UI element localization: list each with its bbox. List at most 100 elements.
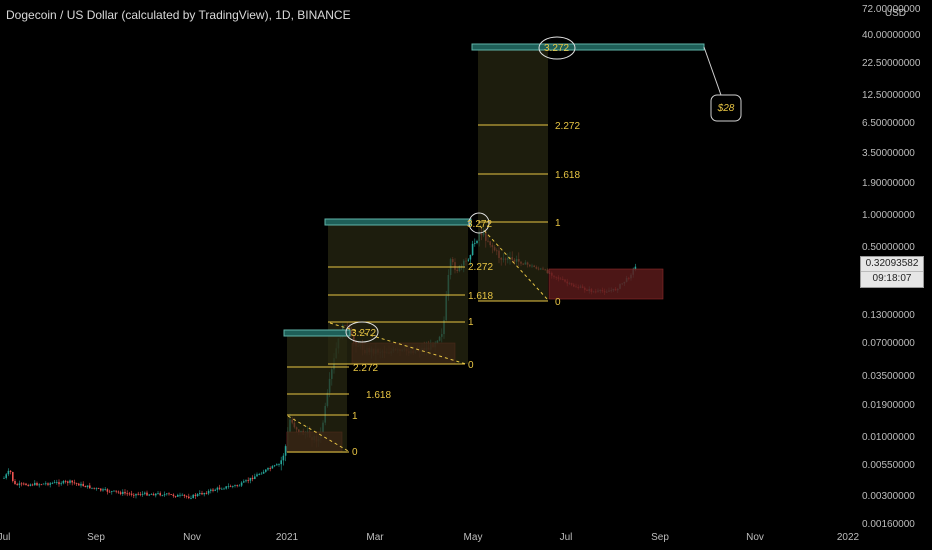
candle-body	[467, 259, 469, 261]
candle-body	[474, 242, 476, 244]
candle-body	[18, 483, 21, 486]
candle-body	[210, 489, 212, 491]
fib-label: 1.618	[468, 291, 493, 302]
candle-body	[172, 494, 175, 497]
price-tick: 0.01900000	[862, 400, 915, 411]
candle-body	[73, 482, 76, 484]
callout-leader	[703, 46, 722, 96]
candle-body	[49, 483, 51, 485]
fib-label: 3.272	[544, 43, 569, 54]
bar-countdown: 09:18:07	[861, 271, 923, 286]
candle-body	[280, 460, 282, 465]
candle-body	[179, 494, 181, 496]
candle-body	[95, 488, 98, 490]
candle-body	[137, 493, 139, 495]
candle-body	[232, 485, 234, 487]
candle-body	[236, 485, 238, 486]
candle-body	[278, 464, 280, 465]
candle-body	[75, 483, 78, 484]
time-tick: 2022	[836, 532, 860, 543]
candle-body	[71, 480, 73, 483]
candle-body	[265, 469, 267, 472]
time-tick: Mar	[366, 532, 384, 543]
highlight-circle-1	[345, 321, 379, 343]
price-tick: 1.90000000	[862, 178, 915, 189]
fib-label: 2.272	[353, 363, 378, 374]
candle-body	[146, 492, 148, 496]
candle-body	[240, 482, 243, 486]
candle-body	[12, 471, 14, 481]
candle-body	[159, 493, 161, 496]
candle-body	[23, 483, 25, 485]
candle-body	[56, 482, 58, 483]
target-callout-box[interactable]	[710, 94, 742, 122]
candle-body	[60, 483, 62, 485]
candle-body	[221, 488, 223, 490]
candle-body	[102, 489, 104, 491]
candle-body	[9, 470, 12, 472]
candle-body	[174, 496, 177, 497]
fib-labels: 1 0 1.618 2.272 3.272 1 0 2.272 1.618 3.…	[351, 43, 580, 458]
candle-body	[249, 477, 252, 481]
candle-body	[166, 493, 168, 495]
candle-body	[119, 492, 122, 494]
fib-label: 2.272	[468, 262, 493, 273]
candle-body	[227, 486, 230, 488]
candle-body	[93, 487, 95, 489]
target-callout-text: $28	[717, 103, 735, 114]
candle-body	[53, 482, 56, 484]
price-tick: 6.50000000	[862, 118, 915, 129]
candle-body	[170, 494, 172, 495]
price-tick: 0.07000000	[862, 338, 915, 349]
fib-label: 3.272	[351, 328, 376, 339]
candle-body	[476, 240, 478, 243]
candle-body	[104, 489, 106, 491]
price-tick: 0.50000000	[862, 242, 915, 253]
candle-body	[161, 495, 164, 497]
candle-body	[177, 494, 179, 497]
candle-body	[185, 495, 188, 497]
candle-body	[47, 483, 49, 485]
candle-body	[218, 487, 221, 489]
candle-body	[269, 468, 271, 469]
price-tick: 40.00000000	[862, 30, 921, 41]
candle-body	[100, 488, 102, 491]
candle-body	[144, 492, 146, 494]
current-price-label: 0.32093582 09:18:07	[860, 256, 924, 288]
candle-body	[251, 477, 254, 480]
candle-body	[135, 493, 137, 496]
candle-body	[216, 487, 219, 490]
candle-body	[67, 481, 69, 483]
price-tick: 12.50000000	[862, 90, 921, 101]
candle-body	[113, 490, 115, 492]
fib-label: 1	[352, 411, 358, 422]
candle-body	[141, 493, 144, 495]
candle-body	[40, 484, 43, 486]
candle-body	[122, 491, 124, 494]
target-box-3	[471, 43, 705, 51]
candle-body	[16, 484, 18, 486]
trend-dashes	[287, 225, 549, 453]
candle-body	[284, 446, 287, 456]
candle-body	[234, 485, 236, 486]
candle-body	[192, 494, 194, 499]
candle-body	[69, 480, 71, 483]
candle-body	[245, 480, 247, 482]
candle-body	[471, 243, 474, 256]
candle-body	[82, 483, 84, 487]
price-tick: 1.00000000	[862, 210, 915, 221]
candle-body	[262, 471, 265, 474]
candle-body	[38, 484, 40, 486]
candle-body	[223, 488, 225, 490]
current-price: 0.32093582	[865, 258, 919, 269]
fib-set-a	[287, 414, 349, 453]
currency-label: USD	[884, 8, 906, 19]
candle-body	[150, 494, 153, 495]
candle-body	[207, 490, 210, 494]
candle-body	[42, 483, 45, 485]
candle-body	[124, 491, 126, 494]
candle-body	[254, 476, 256, 480]
projection-zone-2	[328, 222, 468, 364]
candle-body	[214, 489, 216, 491]
